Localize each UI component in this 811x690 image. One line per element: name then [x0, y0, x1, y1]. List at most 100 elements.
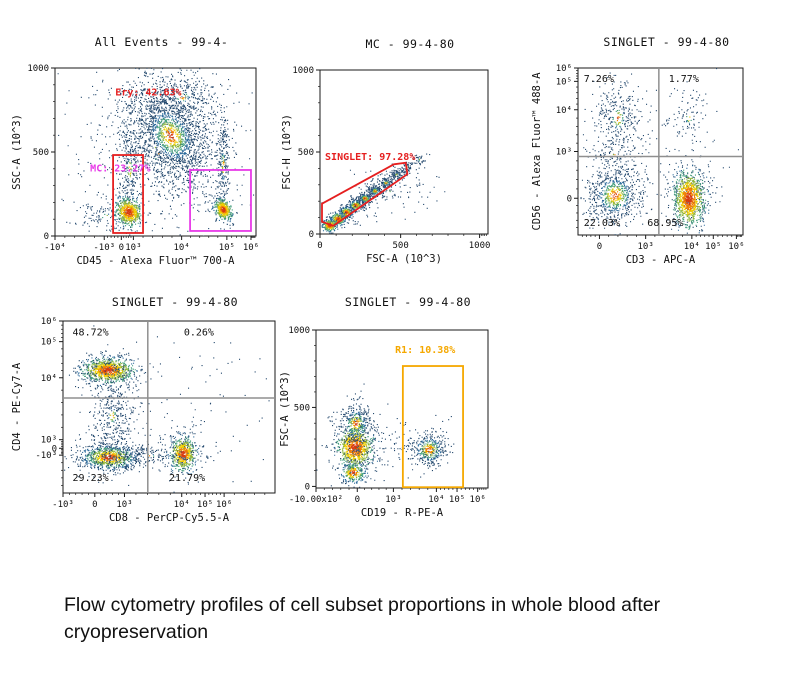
quadrant-ll-percent: 29.23% [73, 473, 109, 484]
scatter-points [92, 363, 191, 464]
x-tick-label: 10⁵ [219, 243, 235, 253]
y-tick-label: 10⁴ [41, 374, 57, 384]
figure-caption: Flow cytometry profiles of cell subset p… [64, 594, 661, 644]
mc-percent: MC: 23.27% [90, 163, 150, 174]
x-tick-label: 10⁴ [174, 500, 190, 510]
y-tick-label: 1000 [27, 64, 49, 74]
x-tick-label: 10³ [638, 242, 654, 252]
y-tick-label: 10⁵ [556, 77, 572, 87]
panel-plot-mc: MC - 99-4-80 0 500 1000 1000 500 0 FSC-A (10^3)… [281, 37, 491, 265]
y-tick-label: 0 [305, 482, 310, 492]
y-tick-label: 500 [33, 148, 49, 158]
y-tick-label: 500 [294, 403, 310, 413]
x-tick-label: 10³ [125, 243, 141, 253]
plot-frame [577, 67, 744, 236]
scatter-points [106, 93, 231, 224]
panel-singlet-cd8-cd4: SINGLET - 99-4-80 -10³ 0 10³ 10⁴ 10⁵ 10⁶ 10⁶ 10⁵… [8, 290, 290, 546]
quadrant-lr-percent: 21.79% [169, 473, 205, 484]
y-tick-label: 1000 [288, 326, 310, 336]
scatter-points [57, 68, 255, 236]
quadrant-ll-percent: 22.03% [584, 218, 620, 229]
panel-title: SINGLET - 99-4-80 [603, 35, 729, 49]
x-tick-label: 500 [393, 241, 409, 251]
x-axis-label: CD45 - Alexa Fluor™ 700-A [76, 255, 235, 267]
x-tick-label: 10⁵ [449, 495, 465, 505]
x-tick-label: -10³ [52, 500, 74, 510]
y-tick-label: 1000 [292, 66, 314, 76]
y-tick-label: 10⁶ [556, 64, 572, 74]
x-tick-label: -10³ [93, 243, 115, 253]
r1-gate [401, 365, 464, 489]
x-tick-label: 10⁴ [428, 495, 444, 505]
x-tick-label: 10⁶ [243, 243, 259, 253]
x-tick-label: 0 [355, 495, 360, 505]
scatter-points [578, 68, 739, 235]
panel-plot-all-events: All Events - 99-4--10⁴ -10³ 0 10³ 10⁴ 10⁵ 10⁶1… [11, 35, 259, 267]
panel-singlet-cd19: SINGLET - 99-4-80 -10.00x10² 0 10³ 10⁴ 10⁵ 10⁶… [276, 290, 504, 544]
panel-plot-singlet-cd3-cd56: SINGLET - 99-4-80 0 10³ 10⁴ 10⁵ 10⁶ 10⁶ 10⁵ 10⁴ 1… [531, 35, 745, 266]
scatter-points [336, 413, 439, 482]
x-tick-label: 10⁵ [197, 500, 213, 510]
scatter-points [328, 197, 366, 227]
panel-all-events: All Events - 99-4- -10⁴ -10³ 0 10³ 10⁴ 10⁵ 10⁶ 1… [8, 28, 276, 282]
x-tick-label: 0 [92, 500, 97, 510]
quadrant-ur-percent: 0.26% [184, 328, 214, 339]
x-tick-label: 0 [119, 243, 124, 253]
x-tick-label: -10.00x10² [289, 495, 343, 505]
scatter-points [102, 93, 234, 228]
singlet-gate [321, 161, 409, 227]
singlet-percent: SINGLET: 97.28% [325, 152, 415, 163]
x-tick-label: 10³ [116, 500, 132, 510]
quadrant-ul-percent: 7.26% [584, 74, 614, 85]
panel-plot-singlet-cd8-cd4: SINGLET - 99-4-80-10³ 0 10³ 10⁴ 10⁵ 10⁶10⁶10⁵… [11, 295, 276, 524]
x-axis-label: CD3 - APC-A [626, 254, 696, 266]
y-tick-label: 500 [298, 148, 314, 158]
y-tick-label: 10³ [41, 436, 57, 446]
scatter-points [333, 411, 442, 484]
y-axis-label: FSC-A (10^3) [279, 371, 291, 447]
x-tick-label: 1000 [469, 241, 491, 251]
y-tick-label: 10⁴ [556, 106, 572, 116]
y-tick-label: 10⁶ [41, 317, 57, 327]
quadrant-ul-percent: 48.72% [73, 328, 109, 339]
x-tick-label: -10⁴ [44, 243, 66, 253]
y-tick-label: 10⁵ [41, 338, 57, 348]
y-tick-label: 0 [44, 232, 49, 242]
r1-percent: R1: 10.38% [395, 345, 455, 356]
x-axis-label: CD19 - R-PE-A [361, 507, 444, 519]
x-axis-label: CD8 - PerCP-Cy5.5-A [109, 512, 230, 524]
panel-mc: MC - 99-4-80 0 500 1000 1000 500 0 FSC-A (10^3)… [278, 28, 502, 282]
x-tick-label: 10⁶ [470, 495, 486, 505]
mc-gate [112, 154, 144, 234]
y-axis-label: CD56 - Alexa Fluor™ 488-A [531, 72, 543, 231]
x-tick-label: 0 [597, 242, 602, 252]
quadrant-ur-percent: 1.77% [669, 74, 699, 85]
y-tick-label: 0 [567, 194, 572, 204]
x-tick-label: 10⁶ [728, 242, 744, 252]
y-axis-label: SSC-A (10^3) [11, 114, 23, 190]
x-axis-label: FSC-A (10^3) [366, 253, 442, 265]
y-tick-label: -10³ [35, 451, 57, 461]
x-tick-label: 10⁴ [173, 243, 189, 253]
y-tick-label: 0 [309, 230, 314, 240]
panel-title: SINGLET - 99-4-80 [112, 295, 238, 309]
ery-percent: Ery: 42.63% [115, 88, 181, 99]
x-tick-label: 10⁴ [684, 242, 700, 252]
x-tick-label: 10³ [385, 495, 401, 505]
x-tick-label: 10⁵ [705, 242, 721, 252]
quadrant-lr-percent: 68.95% [647, 218, 683, 229]
panel-title: MC - 99-4-80 [365, 37, 454, 51]
panel-title: SINGLET - 99-4-80 [345, 295, 471, 309]
panel-plot-singlet-cd19: SINGLET - 99-4-80 -10.00x10² 0 10³ 10⁴ 10⁵ 10⁶… [279, 295, 489, 519]
x-tick-label: 0 [317, 241, 322, 251]
leukocyte-gate [189, 169, 252, 232]
scatter-points [97, 365, 189, 462]
panel-singlet-cd3-cd56: SINGLET - 99-4-80 0 10³ 10⁴ 10⁵ 10⁶ 10⁶ 10⁵ 10⁴ 1… [528, 28, 764, 282]
y-axis-label: FSC-H (10^3) [281, 114, 293, 190]
panel-title: All Events - 99-4- [95, 35, 229, 49]
y-axis-label: CD4 - PE-Cy7-A [11, 362, 23, 451]
y-tick-label: 0 [52, 444, 57, 454]
x-tick-label: 10⁶ [216, 500, 232, 510]
y-tick-label: 10³ [556, 148, 572, 158]
